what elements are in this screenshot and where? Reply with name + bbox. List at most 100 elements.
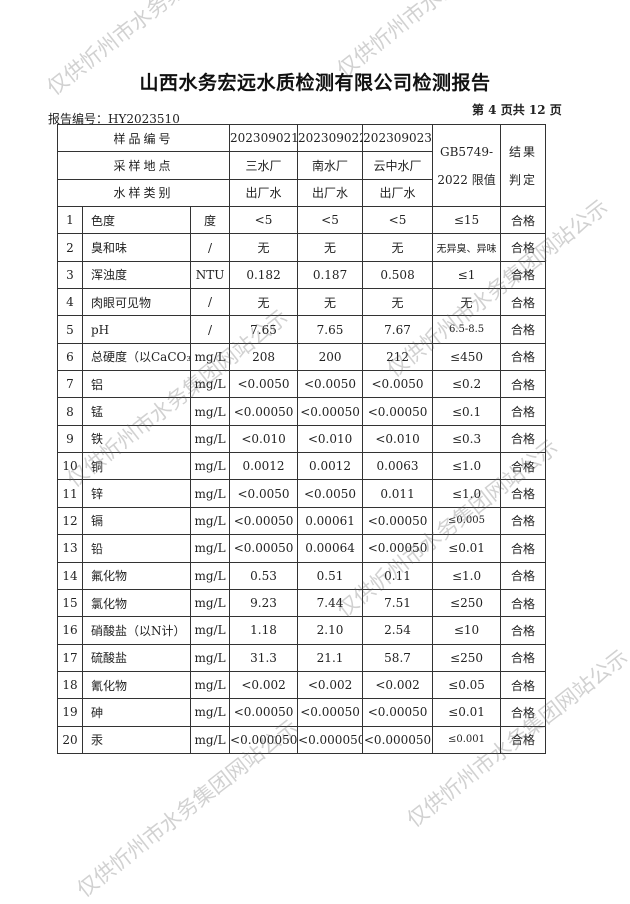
value-3: <0.0050: [362, 370, 434, 399]
row-number: 6: [57, 342, 83, 372]
value-3: 212: [362, 342, 434, 372]
value-1: <0.0050: [229, 479, 299, 508]
value-3: 58.7: [362, 643, 434, 672]
result: 合格: [500, 725, 547, 754]
value-2: 0.187: [297, 260, 364, 290]
row-number: 3: [57, 260, 83, 290]
row-number: 13: [57, 534, 83, 563]
result: 合格: [500, 561, 547, 590]
unit: mg/L: [189, 616, 231, 645]
value-3: 0.508: [362, 260, 434, 290]
value-2: 无: [297, 233, 364, 262]
limit: ≤1.0: [432, 452, 502, 481]
unit: mg/L: [189, 588, 231, 618]
value-3: 7.67: [362, 315, 434, 344]
limit: ≤0.3: [432, 424, 502, 454]
item-name: 镉: [82, 506, 191, 536]
result: 合格: [500, 506, 547, 536]
item-name: 锌: [82, 479, 191, 508]
row-number: 14: [57, 561, 83, 590]
result: 合格: [500, 342, 547, 372]
item-name: 硝酸盐（以N计）: [82, 616, 191, 645]
sample-type: 出厂水: [297, 178, 364, 208]
item-name: 总硬度（以CaCO₃计）: [82, 342, 191, 372]
item-name: pH: [82, 315, 191, 344]
unit: mg/L: [189, 643, 231, 672]
row-number: 5: [57, 315, 83, 344]
row-number: 19: [57, 698, 83, 727]
limit: ≤0.005: [432, 506, 502, 536]
item-name: 氟化物: [82, 561, 191, 590]
sample-type: 出厂水: [362, 178, 434, 208]
value-2: 0.0012: [297, 452, 364, 481]
value-2: 0.00061: [297, 506, 364, 536]
table-row: 15 氯化物 mg/L 9.23 7.44 7.51 ≤250 合格: [57, 588, 547, 618]
sample-location: 三水厂: [229, 151, 299, 180]
result: 合格: [500, 315, 547, 344]
item-name: 铝: [82, 370, 191, 399]
value-1: 无: [229, 288, 299, 317]
row-number: 12: [57, 506, 83, 536]
value-3: 7.51: [362, 588, 434, 618]
limit: ≤15: [432, 206, 502, 235]
value-1: 7.65: [229, 315, 299, 344]
unit: /: [189, 233, 231, 262]
row-number: 2: [57, 233, 83, 262]
result: 合格: [500, 452, 547, 481]
table-row: 10 铜 mg/L 0.0012 0.0012 0.0063 ≤1.0 合格: [57, 452, 547, 481]
row-number: 7: [57, 370, 83, 399]
value-1: <0.010: [229, 424, 299, 454]
value-3: 0.0063: [362, 452, 434, 481]
standard-header: GB5749- 2022 限值: [432, 123, 502, 208]
limit: 无异臭、异味: [432, 233, 502, 262]
sample-no-row: 样品编号 202309021 202309022 202309023 GB574…: [56, 123, 547, 208]
value-2: 21.1: [297, 643, 364, 672]
sample-location: 南水厂: [297, 151, 364, 180]
value-3: <0.010: [362, 424, 434, 454]
value-2: <0.0050: [297, 479, 364, 508]
row-number: 4: [57, 288, 83, 317]
value-2: 0.51: [297, 561, 364, 590]
value-1: 0.182: [229, 260, 299, 290]
table-row: 5 pH/7.65 7.65 7.67 6.5-8.5 合格: [57, 315, 547, 344]
value-1: <0.00050: [229, 506, 299, 536]
unit: mg/L: [189, 342, 231, 372]
value-3: <0.002: [362, 670, 434, 700]
location-row: 采样地点 三水厂 南水厂 云中水厂: [56, 151, 546, 180]
item-name: 色度: [82, 206, 191, 235]
value-3: 无: [362, 233, 434, 262]
value-2: <0.000050: [297, 725, 364, 754]
table-row: 18 氰化物 mg/L <0.002 <0.002 <0.002 ≤0.05 合格: [57, 670, 547, 700]
unit: mg/L: [189, 725, 231, 754]
value-3: 2.54: [362, 616, 434, 645]
value-1: 0.53: [229, 561, 299, 590]
value-1: 208: [229, 342, 299, 372]
value-2: <0.002: [297, 670, 364, 700]
result: 合格: [500, 370, 547, 399]
limit: ≤0.1: [432, 397, 502, 426]
value-1: <0.002: [229, 670, 299, 700]
unit: mg/L: [189, 370, 231, 399]
value-1: <0.00050: [229, 397, 299, 426]
result: 合格: [500, 670, 547, 700]
item-name: 氯化物: [82, 588, 191, 618]
row-number: 9: [57, 424, 83, 454]
unit: NTU: [189, 260, 231, 290]
sample-no: 202309021: [229, 123, 299, 153]
table-row: 2 臭和味 / 无无无无异臭、异味 合格: [57, 233, 547, 262]
result: 合格: [500, 643, 547, 672]
value-1: 无: [229, 233, 299, 262]
unit: /: [189, 288, 231, 317]
value-3: <0.00050: [362, 506, 434, 536]
table-row: 1 色度度 <5 <5 <5 ≤15 合格: [57, 206, 547, 235]
value-2: <0.010: [297, 424, 364, 454]
value-2: <0.00050: [297, 397, 364, 426]
page-number: 第 4 页共 12 页: [472, 103, 562, 117]
report-title: 山西水务宏远水质检测有限公司检测报告: [139, 72, 491, 94]
standard-label-1: GB5749-: [440, 144, 494, 159]
unit: mg/L: [189, 670, 231, 700]
result: 合格: [500, 288, 547, 317]
table-row: 11 锌 mg/L <0.0050 <0.0050 0.011 ≤1.0 合格: [57, 479, 547, 508]
table-row: 16 硝酸盐（以N计） mg/L 1.18 2.10 2.54 ≤10 合格: [57, 616, 547, 645]
value-1: <0.00050: [229, 534, 299, 563]
